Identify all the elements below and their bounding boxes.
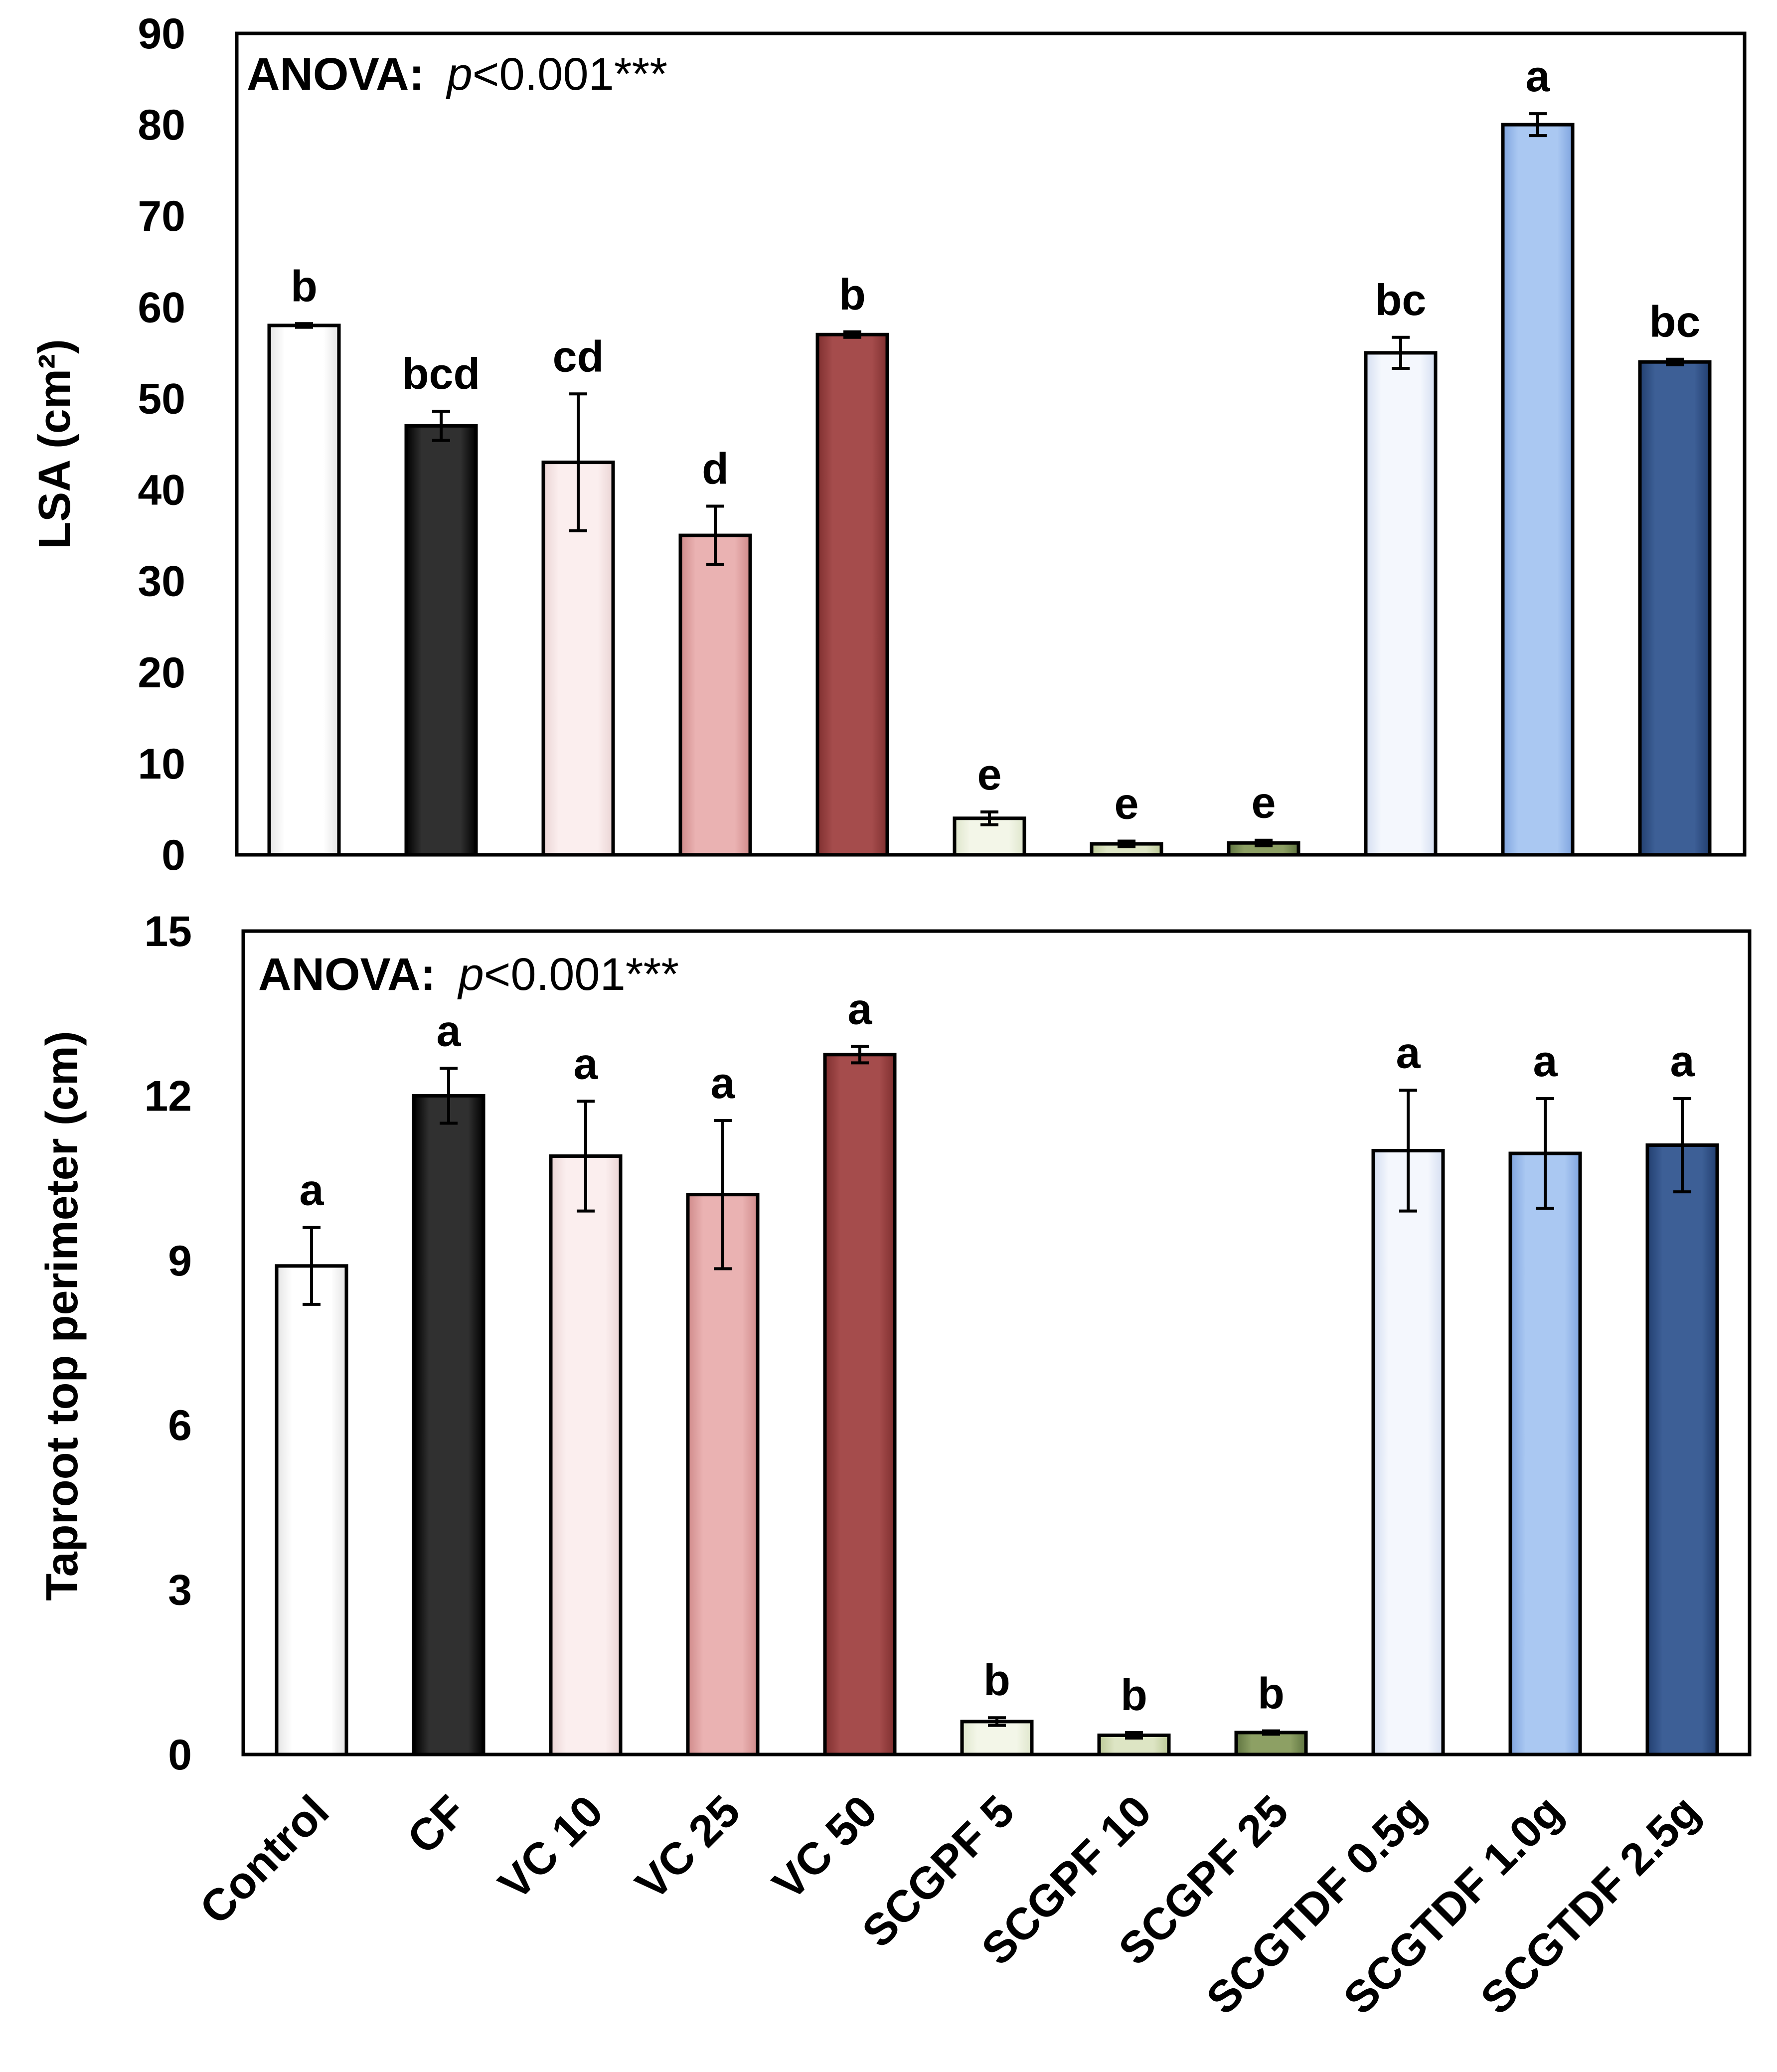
bar-control xyxy=(267,323,341,857)
y-axis-label-taproot: Taproot top perimeter (cm) xyxy=(37,1031,87,1600)
y-tick-label: 50 xyxy=(138,375,185,423)
anova-annotation-lsa: ANOVA: p<0.001*** xyxy=(247,49,667,100)
anova-p-value: <0.001*** xyxy=(473,49,667,100)
significance-letter: a xyxy=(1670,1036,1695,1086)
significance-letter: a xyxy=(1533,1036,1558,1086)
bar-cf xyxy=(412,1094,485,1756)
bar-scgtdf-2-5g xyxy=(1638,360,1712,857)
error-bar xyxy=(303,1226,321,1306)
y-tick-label: 0 xyxy=(162,831,185,879)
bar-scgtdf-1-0g xyxy=(1508,1151,1582,1756)
y-tick-label: 6 xyxy=(168,1402,192,1449)
error-bar xyxy=(706,504,724,566)
y-tick-label: 70 xyxy=(138,192,185,240)
bar-vc-25 xyxy=(686,1193,760,1756)
significance-letter: cd xyxy=(553,331,604,381)
bar-scgtdf-2-5g xyxy=(1645,1143,1719,1756)
significance-letter: a xyxy=(300,1165,324,1215)
y-tick-label: 30 xyxy=(138,558,185,606)
y-tick-label: 9 xyxy=(168,1237,192,1285)
anova-annotation-taproot: ANOVA: p<0.001*** xyxy=(258,949,679,1000)
error-bar xyxy=(295,322,313,329)
significance-letter: b xyxy=(839,270,866,319)
error-bar xyxy=(569,392,587,532)
anova-p-value: <0.001*** xyxy=(484,949,679,1000)
significance-letter: a xyxy=(1396,1028,1421,1077)
bar-vc-25 xyxy=(678,533,752,857)
significance-letter: bc xyxy=(1375,275,1427,324)
y-tick-label: 3 xyxy=(168,1567,192,1614)
panel-taproot: ANOVA: p<0.001*** Taproot top perimeter … xyxy=(37,908,1752,1779)
significance-letter: a xyxy=(711,1058,736,1108)
error-bar xyxy=(988,1716,1006,1727)
bar-scgpf-25 xyxy=(1234,1731,1308,1756)
error-bar xyxy=(1673,1097,1691,1194)
bar-cf xyxy=(404,424,478,857)
x-category-label: VC 50 xyxy=(764,1786,887,1910)
anova-label: ANOVA: xyxy=(247,49,424,100)
x-category-label: VC 25 xyxy=(627,1786,750,1910)
error-bar xyxy=(577,1100,595,1213)
significance-letter: bcd xyxy=(402,349,480,398)
error-bar xyxy=(1255,838,1273,847)
error-bar xyxy=(851,1045,869,1065)
bar-scgtdf-0-5g xyxy=(1371,1149,1445,1756)
error-bar xyxy=(440,1067,458,1125)
significance-letter: e xyxy=(977,750,1002,799)
error-bar xyxy=(1529,112,1547,138)
anova-p: p xyxy=(457,949,484,1000)
error-bar xyxy=(432,410,450,442)
significance-letter: e xyxy=(1115,779,1139,828)
bar-vc-50 xyxy=(823,1053,897,1756)
bars-lsa: b bcd cd d b e e e bc a bc xyxy=(267,51,1712,857)
y-tick-label: 10 xyxy=(138,740,185,788)
panel-lsa: ANOVA: p<0.001*** LSA (cm²) 0 10 20 30 40 50 6… xyxy=(30,10,1747,879)
significance-letter: a xyxy=(437,1006,462,1055)
significance-letter: d xyxy=(702,444,729,493)
y-tick-label: 40 xyxy=(138,467,185,514)
significance-letter: a xyxy=(1526,51,1551,101)
y-tick-label: 20 xyxy=(138,649,185,697)
error-bar xyxy=(1118,839,1135,848)
significance-letter: a xyxy=(574,1039,599,1088)
y-axis-label-lsa: LSA (cm²) xyxy=(30,339,80,549)
x-category-label: Control xyxy=(190,1786,338,1934)
significance-letter: b xyxy=(1258,1669,1285,1718)
bar-vc-10 xyxy=(549,1154,623,1756)
anova-p: p xyxy=(446,49,473,100)
error-bar xyxy=(1536,1097,1554,1210)
error-bar xyxy=(1392,335,1410,370)
error-bar xyxy=(980,810,998,826)
significance-letter: a xyxy=(848,984,873,1033)
significance-letter: b xyxy=(291,261,318,311)
y-tick-label: 90 xyxy=(138,10,185,58)
x-category-label: VC 10 xyxy=(489,1786,613,1910)
y-ticks-taproot: 0 3 6 9 12 15 xyxy=(144,908,192,1779)
bar-vc-50 xyxy=(815,332,889,857)
significance-letter: b xyxy=(983,1655,1010,1705)
y-tick-label: 12 xyxy=(144,1072,192,1120)
y-tick-label: 60 xyxy=(138,284,185,331)
significance-letter: b xyxy=(1121,1670,1147,1720)
bars-taproot: a a a a a b b b a a a xyxy=(275,984,1719,1756)
x-category-label: CF xyxy=(398,1786,476,1864)
error-bar xyxy=(843,330,861,339)
significance-letter: e xyxy=(1252,778,1276,827)
error-bar xyxy=(1666,357,1684,366)
y-tick-label: 80 xyxy=(138,101,185,149)
anova-label: ANOVA: xyxy=(258,949,436,1000)
bar-scgtdf-1-0g xyxy=(1501,123,1575,857)
error-bar xyxy=(1125,1731,1143,1740)
bar-scgtdf-0-5g xyxy=(1364,351,1438,857)
significance-letter: bc xyxy=(1649,297,1701,346)
y-tick-label: 15 xyxy=(144,908,192,956)
error-bar xyxy=(714,1118,732,1271)
error-bar xyxy=(1399,1089,1417,1213)
bar-control xyxy=(275,1264,348,1756)
error-bar xyxy=(1262,1729,1280,1736)
y-ticks-lsa: 0 10 20 30 40 50 60 70 80 90 xyxy=(138,10,185,879)
y-tick-label: 0 xyxy=(168,1731,192,1779)
